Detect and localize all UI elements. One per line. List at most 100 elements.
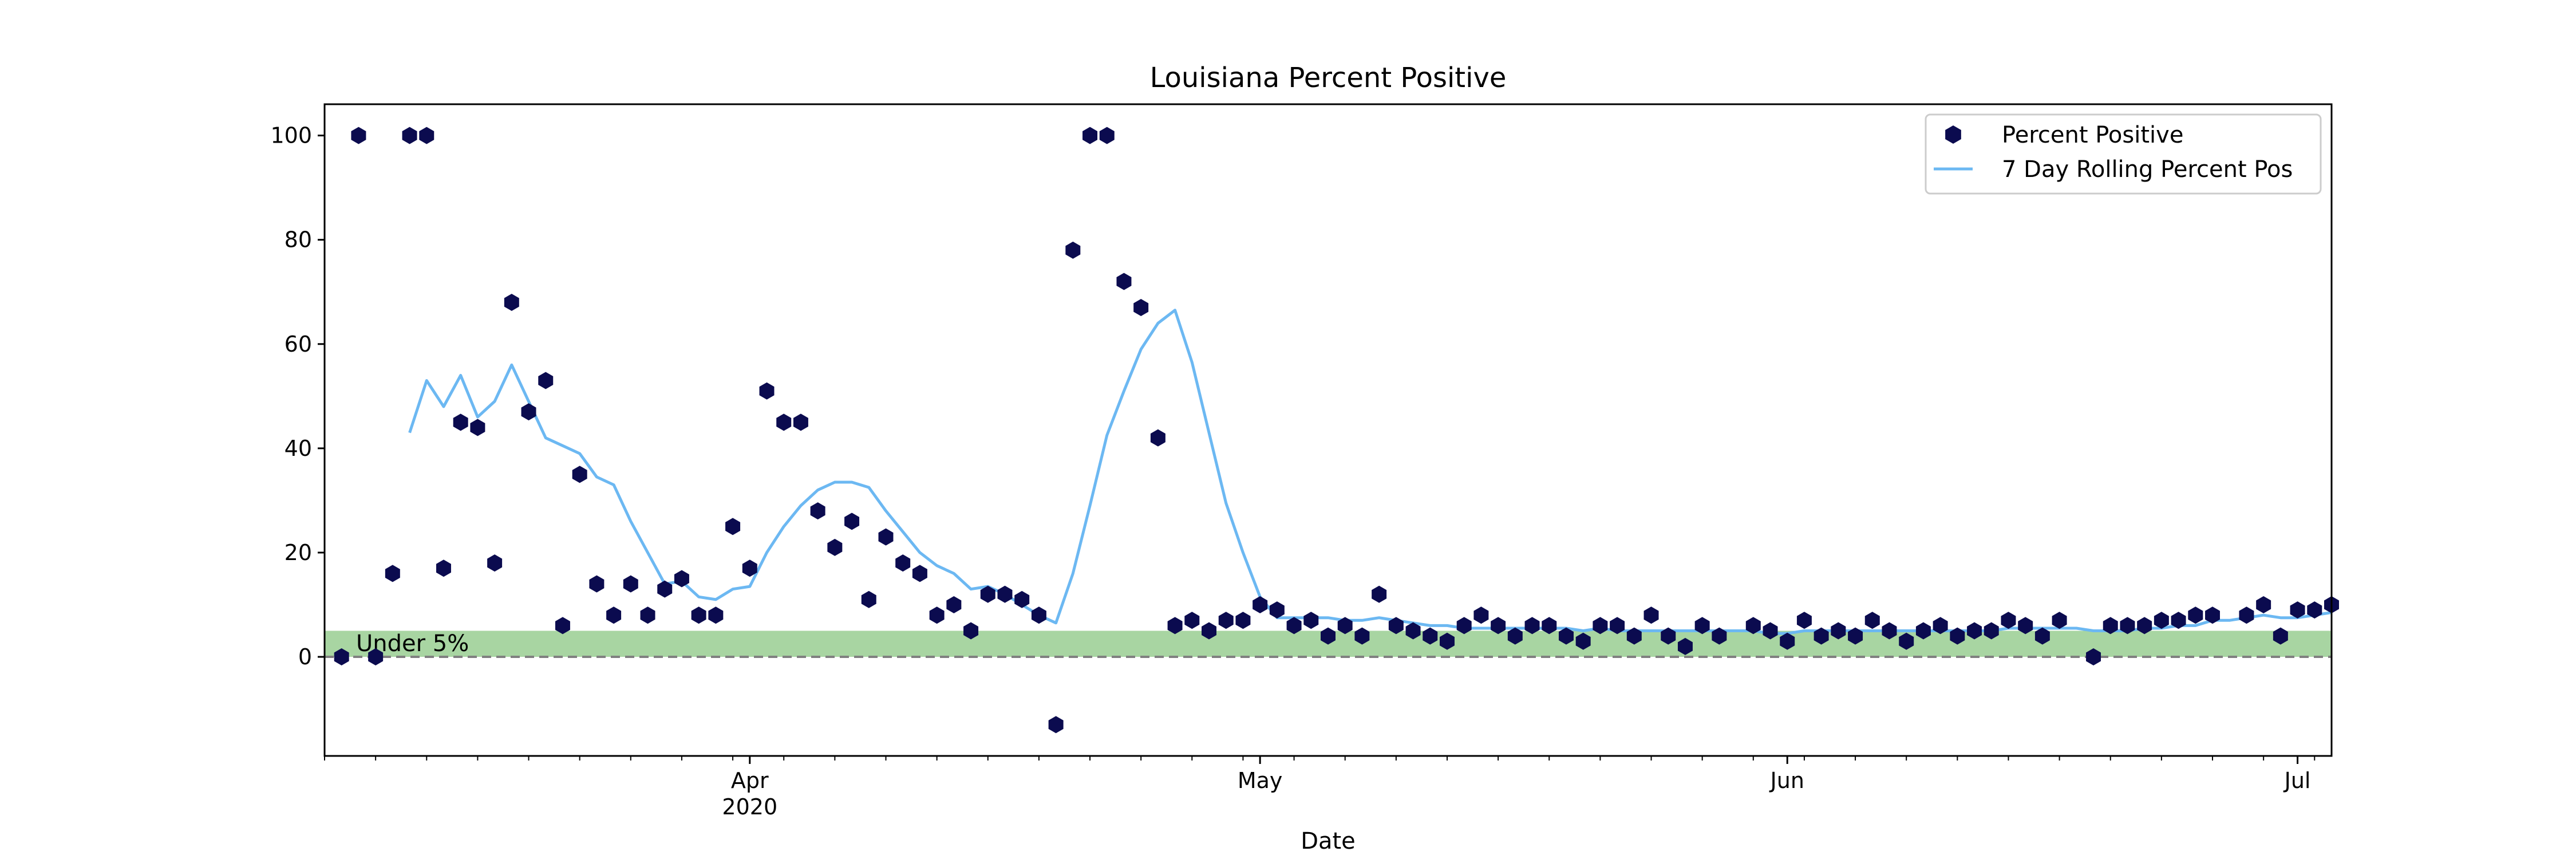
data-point [1796,612,1812,629]
rolling-percent-line [408,309,2332,635]
data-point [674,570,689,588]
data-point [1524,617,1540,635]
y-axis: 0 20 40 60 80 100 [270,123,325,669]
data-point [1202,622,1217,640]
data-point [1473,606,1489,624]
y-tick-label: 40 [285,436,312,461]
data-point [1610,617,1625,635]
data-point [793,413,808,431]
data-point [1439,632,1455,650]
y-tick-label: 80 [285,227,312,253]
data-point [2307,601,2322,619]
data-point [1933,617,1948,635]
data-point [521,403,536,421]
data-point [1405,622,1421,640]
data-point [691,606,706,624]
data-point [1864,612,1880,629]
data-point [1269,601,1285,619]
x-tick-sublabel: 2020 [722,794,777,819]
data-point [385,565,400,582]
data-point [963,622,979,640]
data-point [1967,622,1982,640]
data-point [742,559,757,577]
data-point [1235,612,1251,629]
data-point [2103,617,2118,635]
data-point [2256,596,2271,613]
data-point [1745,617,1761,635]
data-point [1099,127,1115,144]
data-point [2086,648,2101,666]
data-point [2052,612,2067,629]
data-point [1150,429,1165,447]
data-point [1593,617,1608,635]
data-point [538,372,554,389]
data-point [878,528,894,546]
data-point [419,127,434,144]
data-point [810,502,825,520]
data-point [487,554,503,572]
data-point [997,585,1013,603]
data-point [572,466,587,483]
data-point [1763,622,1778,640]
rolling-line-layer [408,309,2332,635]
data-point [1337,617,1353,635]
legend-hexagon-marker-icon [1945,125,1961,144]
data-point [2154,612,2169,629]
data-point [1303,612,1319,629]
data-point [555,617,570,635]
data-point [1372,585,1387,603]
plot-area: Under 5% [325,127,2339,734]
data-point [657,580,673,598]
data-point [725,518,741,535]
data-point [1507,627,1523,645]
data-point [1814,627,1829,645]
plot-frame [323,103,2333,757]
data-point [402,127,417,144]
data-point [1694,617,1710,635]
y-tick-label: 20 [285,540,312,565]
data-point [2034,627,2050,645]
data-point [1558,627,1574,645]
data-point [1116,273,1132,290]
x-tick-label: Jul [2283,768,2311,793]
data-point [1950,627,1965,645]
data-point [470,419,485,436]
data-point [589,575,605,593]
data-point [1831,622,1846,640]
data-point [1218,612,1234,629]
data-point [2120,617,2135,635]
data-point [2239,606,2254,624]
data-point [1661,627,1676,645]
data-point [351,127,366,144]
data-point [1014,590,1030,608]
data-point [2018,617,2033,635]
data-point [946,596,962,613]
data-point [1915,622,1931,640]
data-point [980,585,995,603]
data-point [2001,612,2016,629]
data-point [1321,627,1336,645]
data-point [368,648,384,666]
data-point [1899,632,1914,650]
data-point [1542,617,1557,635]
data-point [1712,627,1727,645]
data-point [1423,627,1438,645]
data-point [436,559,451,577]
data-point [640,606,655,624]
data-point [453,413,468,431]
data-point [708,606,724,624]
data-point [2290,601,2305,619]
data-point [1882,622,1897,640]
data-point [623,575,638,593]
data-point [334,648,349,666]
data-point [1031,606,1046,624]
data-point [1184,612,1200,629]
scatter-point-layer [334,127,2339,734]
data-point [759,382,775,400]
data-point [1626,627,1642,645]
data-point [895,554,911,572]
chart-title: Louisiana Percent Positive [1150,62,1507,94]
data-point [1984,622,1999,640]
data-point [827,538,843,556]
